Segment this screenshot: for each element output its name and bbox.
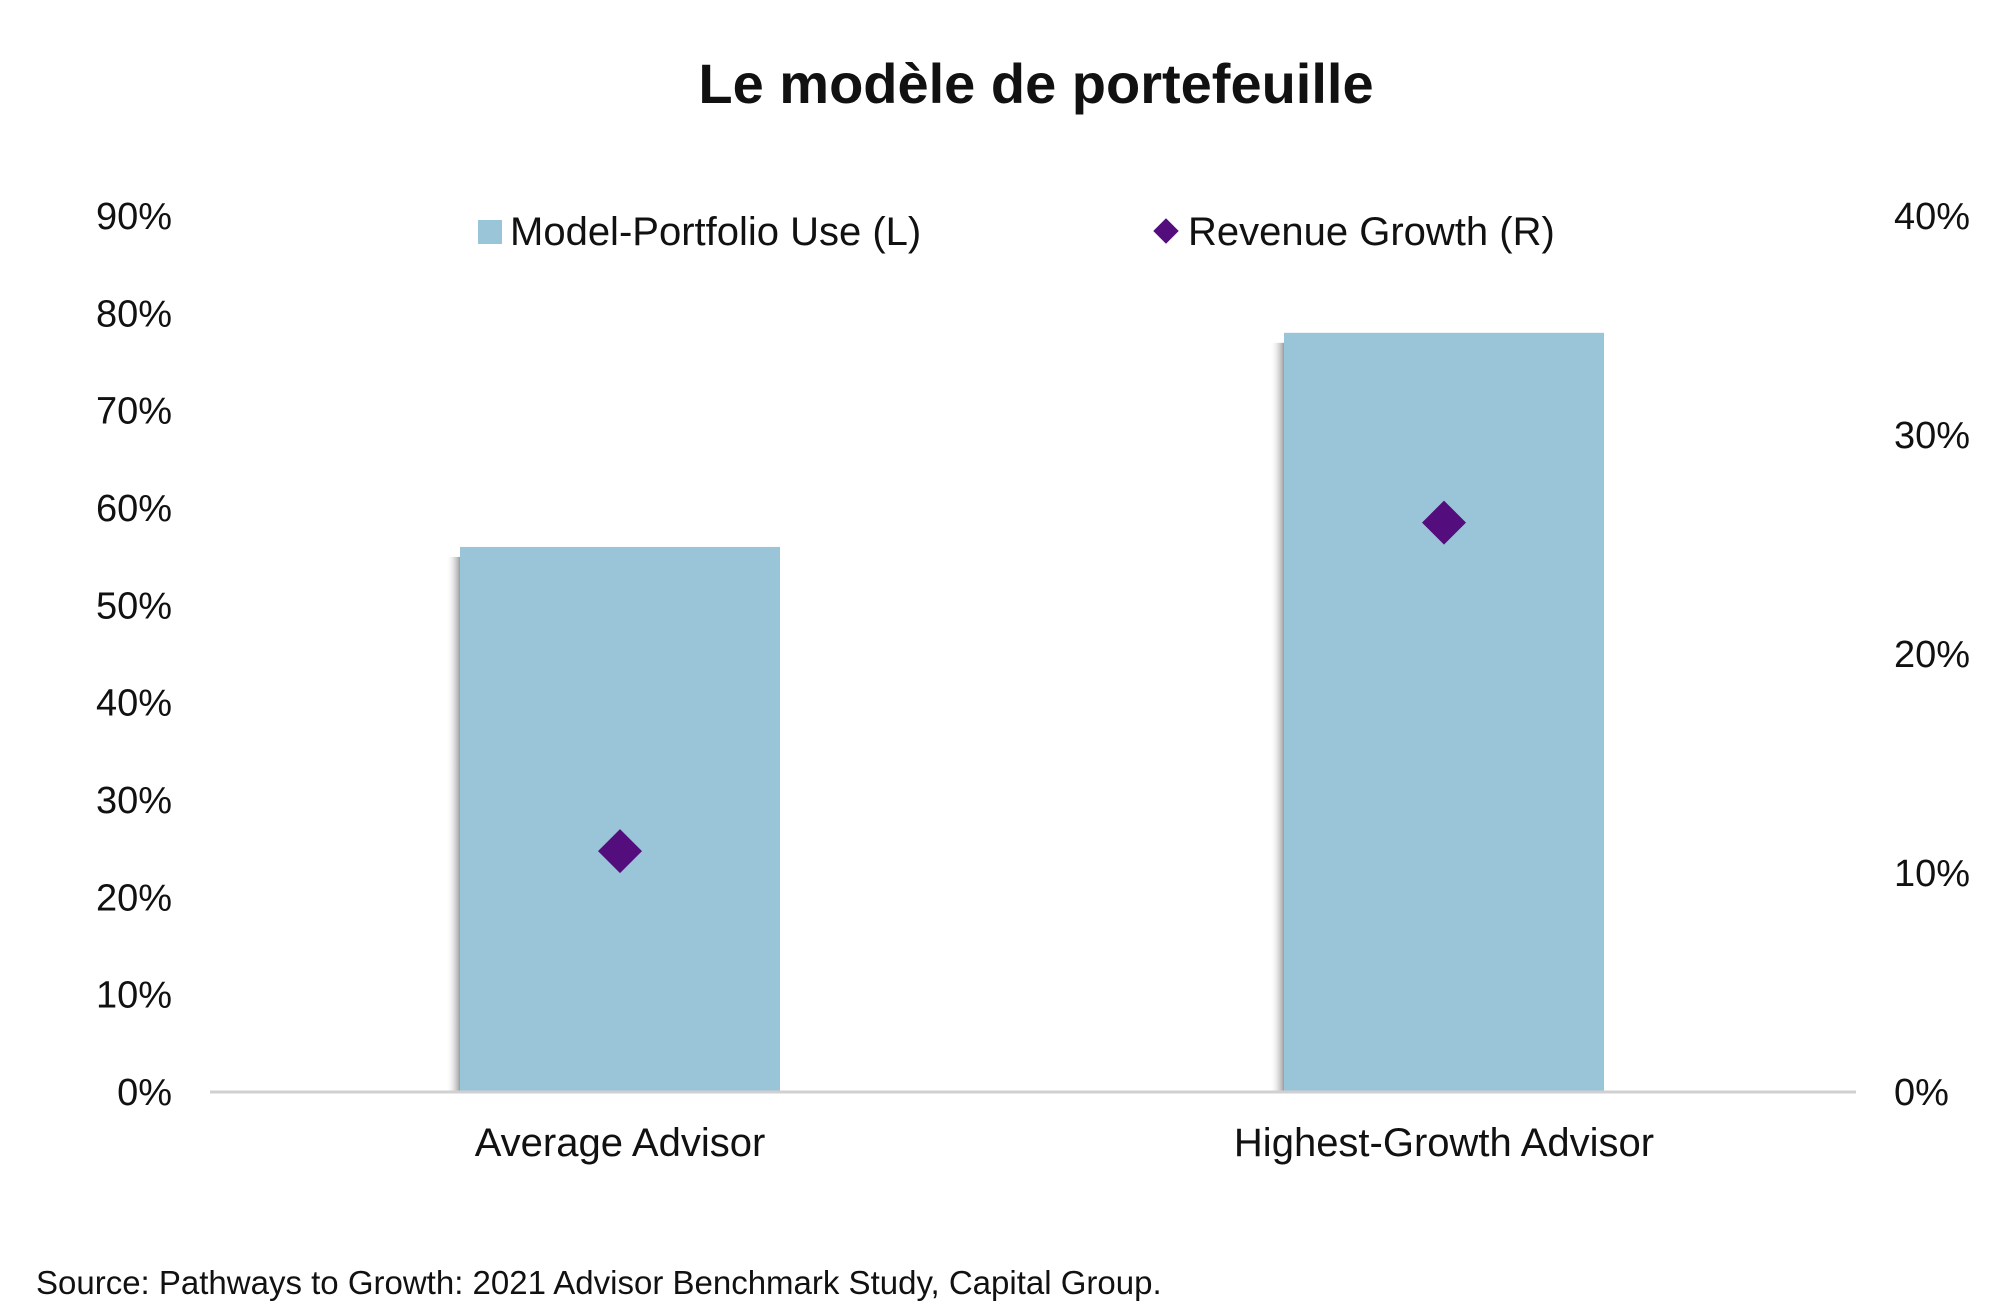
left-tick-label: 80% bbox=[96, 293, 172, 335]
right-tick-label: 40% bbox=[1894, 196, 1970, 238]
left-tick-label: 70% bbox=[96, 391, 172, 433]
left-tick-label: 60% bbox=[96, 488, 172, 530]
left-tick-label: 40% bbox=[96, 683, 172, 725]
category-label: Highest-Growth Advisor bbox=[1234, 1121, 1654, 1165]
diamond-marker bbox=[598, 829, 642, 874]
right-tick-label: 0% bbox=[1894, 1072, 1949, 1114]
left-axis-ticks: 0% 10% 20% 30% 40% 50% 60% 70% 80% 90% bbox=[96, 196, 172, 1114]
right-tick-label: 30% bbox=[1894, 415, 1970, 457]
bar-shadow bbox=[1270, 342, 1284, 1092]
diamond-marker bbox=[1422, 500, 1466, 545]
legend-swatch-diamond bbox=[1153, 218, 1179, 244]
right-tick-label: 20% bbox=[1894, 634, 1970, 676]
category-label: Average Advisor bbox=[475, 1121, 766, 1165]
source-note: Source: Pathways to Growth: 2021 Advisor… bbox=[36, 1264, 1162, 1301]
legend: Model-Portfolio Use (L) Revenue Growth (… bbox=[478, 210, 1555, 254]
category-labels: Average Advisor Highest-Growth Advisor bbox=[475, 1121, 1654, 1165]
legend-label-diamond: Revenue Growth (R) bbox=[1188, 210, 1555, 254]
chart-title: Le modèle de portefeuille bbox=[698, 52, 1373, 115]
legend-swatch-bar bbox=[478, 220, 502, 244]
left-tick-label: 50% bbox=[96, 585, 172, 627]
bar bbox=[1284, 332, 1604, 1092]
left-tick-label: 20% bbox=[96, 877, 172, 919]
bar-shadow bbox=[446, 556, 460, 1092]
left-tick-label: 30% bbox=[96, 780, 172, 822]
markers bbox=[598, 500, 1466, 874]
left-tick-label: 10% bbox=[96, 975, 172, 1017]
legend-label-bar: Model-Portfolio Use (L) bbox=[510, 210, 921, 254]
left-tick-label: 0% bbox=[117, 1072, 172, 1114]
bar bbox=[460, 546, 780, 1092]
bars bbox=[446, 332, 1604, 1092]
right-axis-ticks: 0% 10% 20% 30% 40% bbox=[1894, 196, 1970, 1114]
left-tick-label: 90% bbox=[96, 196, 172, 238]
right-tick-label: 10% bbox=[1894, 853, 1970, 895]
